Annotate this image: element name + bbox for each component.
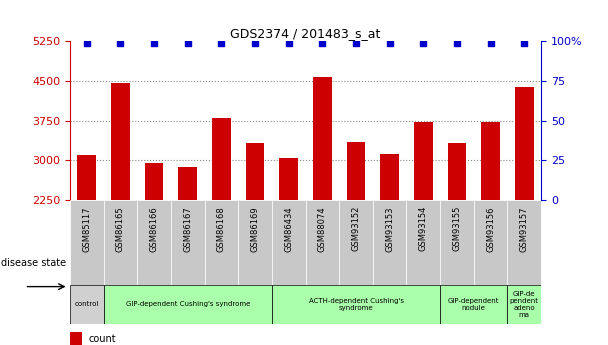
Bar	[70, 285, 103, 324]
Bar	[414, 122, 432, 200]
Bar	[407, 200, 440, 285]
Point	[82, 40, 92, 46]
Text: GIP-dependent
nodule: GIP-dependent nodule	[448, 298, 500, 311]
Bar	[280, 158, 298, 200]
Bar	[447, 144, 466, 200]
Bar	[77, 155, 96, 200]
Point	[116, 40, 125, 46]
Text: GSM86169: GSM86169	[250, 206, 260, 252]
Text: GSM86434: GSM86434	[284, 206, 293, 252]
Point	[418, 40, 428, 46]
Point	[452, 40, 462, 46]
Point	[317, 40, 327, 46]
Bar	[440, 285, 508, 324]
Text: GSM86166: GSM86166	[150, 206, 159, 252]
Point	[183, 40, 193, 46]
Text: GSM93155: GSM93155	[452, 206, 461, 252]
Bar	[103, 200, 137, 285]
Point	[351, 40, 361, 46]
Bar	[238, 200, 272, 285]
Bar	[381, 154, 399, 200]
Bar	[171, 200, 204, 285]
Text: GSM86168: GSM86168	[217, 206, 226, 252]
Bar	[111, 83, 130, 200]
Bar	[103, 285, 272, 324]
Bar	[305, 200, 339, 285]
Bar	[137, 200, 171, 285]
Bar	[373, 200, 407, 285]
Text: GSM88074: GSM88074	[318, 206, 327, 252]
Bar	[313, 77, 331, 200]
Text: GSM93152: GSM93152	[351, 206, 361, 252]
Text: GIP-de
pendent
adeno
ma: GIP-de pendent adeno ma	[510, 291, 539, 318]
Bar	[272, 200, 305, 285]
Bar	[508, 200, 541, 285]
Text: GSM93153: GSM93153	[385, 206, 394, 252]
Bar	[246, 144, 264, 200]
Bar	[515, 87, 534, 200]
Bar	[272, 285, 440, 324]
Bar	[474, 200, 508, 285]
Point	[216, 40, 226, 46]
Bar	[212, 118, 230, 200]
Point	[284, 40, 294, 46]
Bar	[440, 200, 474, 285]
Bar	[70, 200, 103, 285]
Bar	[179, 167, 197, 200]
Text: disease state: disease state	[1, 258, 66, 268]
Text: GSM86167: GSM86167	[183, 206, 192, 252]
Bar	[204, 200, 238, 285]
Point	[149, 40, 159, 46]
Text: GIP-dependent Cushing's syndrome: GIP-dependent Cushing's syndrome	[125, 302, 250, 307]
Bar	[508, 285, 541, 324]
Text: GSM85117: GSM85117	[82, 206, 91, 252]
Bar	[482, 122, 500, 200]
Bar	[70, 332, 82, 345]
Text: ACTH-dependent Cushing's
syndrome: ACTH-dependent Cushing's syndrome	[308, 298, 404, 311]
Text: GSM86165: GSM86165	[116, 206, 125, 252]
Text: GSM93156: GSM93156	[486, 206, 495, 252]
Text: GSM93154: GSM93154	[419, 206, 428, 252]
Bar	[145, 162, 164, 200]
Point	[250, 40, 260, 46]
Text: count: count	[88, 334, 116, 344]
Point	[385, 40, 395, 46]
Text: GSM93157: GSM93157	[520, 206, 529, 252]
Bar	[347, 142, 365, 200]
Point	[486, 40, 496, 46]
Point	[519, 40, 529, 46]
Title: GDS2374 / 201483_s_at: GDS2374 / 201483_s_at	[230, 27, 381, 40]
Bar	[339, 200, 373, 285]
Text: control: control	[75, 302, 99, 307]
